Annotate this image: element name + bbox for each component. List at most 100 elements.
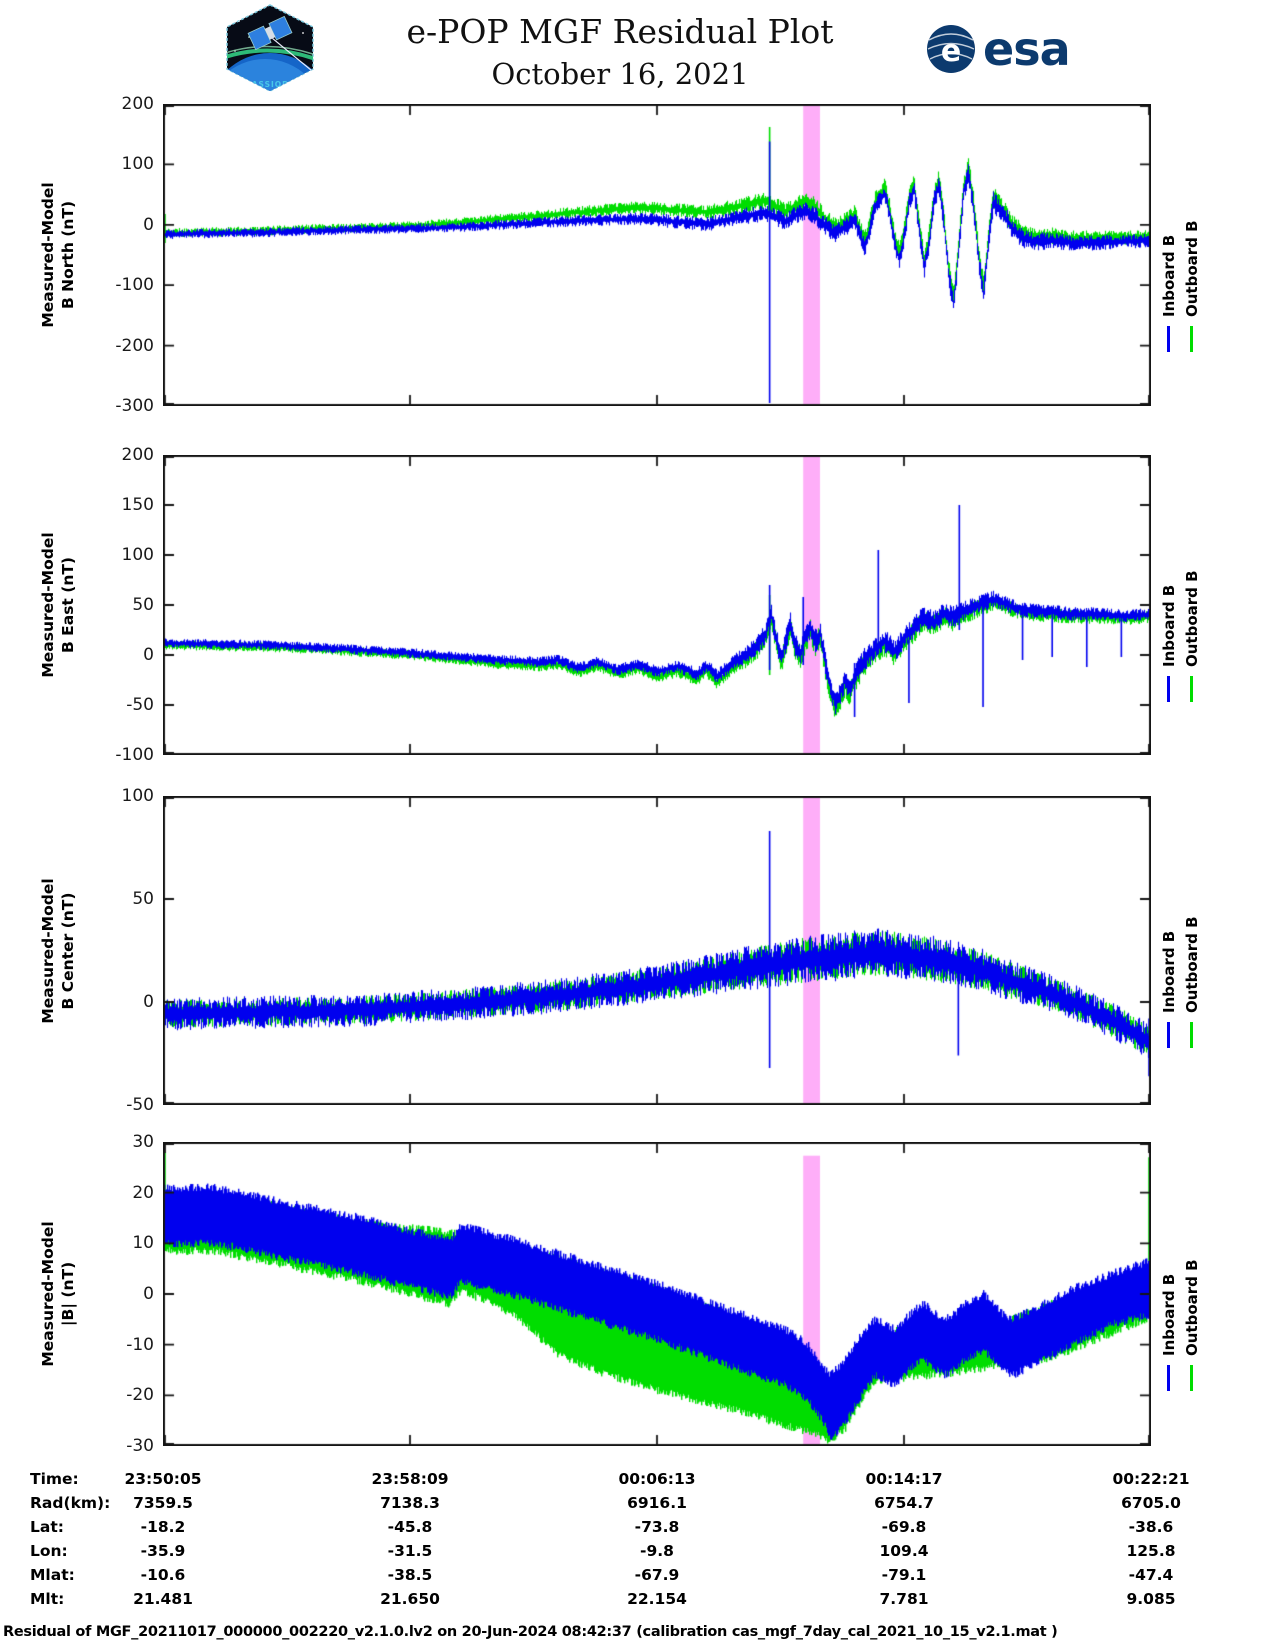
inboard-line-sample-icon	[1167, 676, 1170, 702]
cassiope-mission-patch-logo: CASSIOPE	[226, 4, 314, 92]
ephemeris-cell: 7.781	[879, 1590, 929, 1608]
panel-4-ytick-label: 10	[132, 1233, 154, 1254]
ephemeris-cell: -47.4	[1128, 1566, 1174, 1584]
ephemeris-cell: 00:14:17	[865, 1470, 943, 1488]
legend-entry-outboard: Outboard B	[1180, 182, 1203, 352]
panel-1-ytick-label: -100	[115, 275, 154, 296]
outboard-line-sample-icon	[1190, 676, 1193, 702]
legend-entry-inboard: Inboard B	[1157, 878, 1180, 1048]
ephemeris-cell: -69.8	[881, 1518, 927, 1536]
panel-4-ytick-label: -30	[126, 1436, 154, 1456]
panel-2-ytick-label: -100	[115, 745, 154, 765]
panel-3-ytick-label: -50	[126, 1095, 154, 1115]
page-subtitle-date: October 16, 2021	[491, 57, 749, 91]
panel-1-ytick-label: -300	[115, 396, 154, 416]
legend-inboard-label: Inboard B	[1159, 1273, 1178, 1356]
y-axis-label-line: Measured-Model	[39, 1221, 57, 1367]
ephemeris-cell: 22.154	[627, 1590, 687, 1608]
patch-text: CASSIOPE	[245, 80, 295, 89]
y-axis-label-line: B East (nT)	[59, 556, 77, 654]
inboard-line-sample-icon	[1167, 1021, 1170, 1048]
legend-entry-outboard: Outboard B	[1180, 1221, 1203, 1391]
legend-inboard-label: Inboard B	[1159, 930, 1178, 1013]
ephemeris-cell: -35.9	[140, 1542, 186, 1560]
panel-4-ytick-label: 30	[132, 1132, 154, 1152]
legend-inboard-label: Inboard B	[1159, 584, 1178, 667]
panel-4-ytick-label: 20	[132, 1182, 154, 1203]
panel-2-plot-area	[163, 455, 1151, 755]
ephemeris-cell: -38.5	[387, 1566, 433, 1584]
panel-4-plot-area	[163, 1142, 1151, 1446]
legend-entry-outboard: Outboard B	[1180, 878, 1203, 1048]
panel-2-ytick-label: 0	[143, 645, 154, 665]
ephemeris-cell: 23:50:05	[124, 1470, 202, 1488]
panel-3-ytick-label: 100	[121, 786, 154, 806]
y-axis-label-line: Measured-Model	[39, 532, 57, 678]
panel-1-ytick-label: 100	[121, 154, 154, 175]
legend-entry-inboard: Inboard B	[1157, 182, 1180, 352]
panel-2-ytick-label: 50	[132, 595, 154, 615]
legend-outboard-label: Outboard B	[1182, 220, 1201, 317]
ephemeris-cell: 109.4	[879, 1542, 929, 1560]
panel-3-legend: Inboard B Outboard B	[1157, 878, 1203, 1048]
panel-4-ytick-label: -10	[126, 1334, 154, 1355]
panel-3-ytick-label: 50	[132, 889, 154, 909]
legend-entry-inboard: Inboard B	[1157, 1221, 1180, 1391]
ephemeris-cell: 6754.7	[874, 1494, 934, 1512]
panel-2-legend: Inboard B Outboard B	[1157, 532, 1203, 702]
legend-outboard-label: Outboard B	[1182, 915, 1201, 1013]
ephemeris-row-label: Mlat:	[30, 1566, 75, 1584]
svg-text:e: e	[941, 34, 961, 69]
ephemeris-cell: 6916.1	[627, 1494, 687, 1512]
ephemeris-cell: -45.8	[387, 1518, 433, 1536]
legend-entry-inboard: Inboard B	[1157, 532, 1180, 702]
panel-4-y-axis-label: Measured-Model |B| (nT)	[36, 1144, 80, 1444]
page-title: e-POP MGF Residual Plot	[406, 12, 834, 51]
legend-inboard-label: Inboard B	[1159, 234, 1178, 317]
ephemeris-row-label: Time:	[30, 1470, 79, 1488]
panel-2-y-axis-label: Measured-Model B East (nT)	[36, 455, 80, 755]
outboard-line-sample-icon	[1190, 326, 1193, 352]
legend-entry-outboard: Outboard B	[1180, 532, 1203, 702]
panel-1-ytick-label: -200	[115, 335, 154, 356]
ephemeris-cell: -79.1	[881, 1566, 927, 1584]
ephemeris-cell: -38.6	[1128, 1518, 1174, 1536]
ephemeris-cell: 7359.5	[133, 1494, 193, 1512]
legend-outboard-label: Outboard B	[1182, 1259, 1201, 1356]
panel-1-ytick-label: 200	[121, 94, 154, 114]
panel-2-ytick-label: 200	[121, 445, 154, 465]
ephemeris-row-label: Rad(km):	[30, 1494, 111, 1512]
y-axis-label-line: B Center (nT)	[59, 892, 77, 1009]
y-axis-label-line: Measured-Model	[39, 182, 57, 328]
footer-provenance-text: Residual of MGF_20211017_000000_002220_v…	[3, 1624, 1058, 1640]
y-axis-label-line: |B| (nT)	[59, 1261, 77, 1327]
ephemeris-cell: 21.650	[380, 1590, 440, 1608]
ephemeris-cell: 23:58:09	[371, 1470, 449, 1488]
ephemeris-cell: -10.6	[140, 1566, 186, 1584]
panel-1-plot-area	[163, 104, 1151, 406]
ephemeris-cell: 21.481	[133, 1590, 193, 1608]
panel-2-ytick-label: 100	[121, 545, 154, 565]
ephemeris-cell: -31.5	[387, 1542, 433, 1560]
outboard-line-sample-icon	[1190, 1365, 1193, 1391]
ephemeris-cell: 7138.3	[380, 1494, 440, 1512]
panel-4-ytick-label: 0	[143, 1284, 154, 1304]
ephemeris-row-label: Lat:	[30, 1518, 64, 1536]
ephemeris-cell: 00:22:21	[1112, 1470, 1190, 1488]
panel-1-ytick-label: 0	[143, 214, 154, 235]
esa-logo-text: esa	[983, 22, 1070, 76]
panel-1-legend: Inboard B Outboard B	[1157, 182, 1203, 352]
panel-2-ytick-label: -50	[126, 695, 154, 715]
ephemeris-cell: 6705.0	[1121, 1494, 1181, 1512]
panel-4-ytick-label: -20	[126, 1385, 154, 1406]
outboard-line-sample-icon	[1190, 1021, 1193, 1048]
ephemeris-cell: -73.8	[634, 1518, 680, 1536]
panel-3-ytick-label: 0	[143, 992, 154, 1012]
y-axis-label-line: Measured-Model	[39, 877, 57, 1024]
esa-logo: e esa	[927, 22, 1071, 76]
inboard-line-sample-icon	[1167, 1365, 1170, 1391]
legend-outboard-label: Outboard B	[1182, 570, 1201, 667]
panel-3-plot-area	[163, 796, 1151, 1105]
ephemeris-cell: -9.8	[640, 1542, 674, 1560]
